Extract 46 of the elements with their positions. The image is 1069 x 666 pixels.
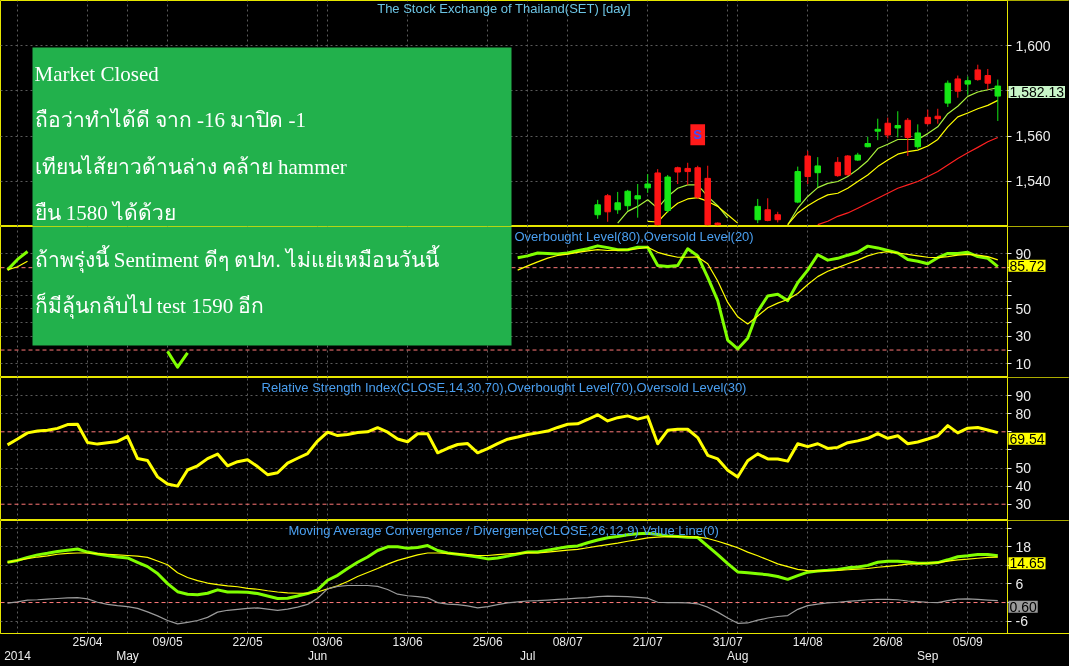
y-tick-label: 1,540: [1015, 173, 1051, 190]
y-tick-label: 90: [1015, 387, 1032, 404]
y-tick-label: 1,560: [1015, 128, 1051, 145]
y-tick-label: 30: [1015, 496, 1032, 513]
y-tick-label: 18: [1015, 538, 1032, 555]
chart-title: Overbought Level(80),Oversold Level(20): [514, 229, 754, 244]
text: S: [693, 127, 703, 143]
x-tick-label: 05/09: [952, 634, 984, 649]
y-tick-label: -6: [1015, 613, 1029, 630]
y-tick-label: 1,600: [1015, 37, 1051, 54]
x-tick-label: May: [116, 649, 139, 664]
x-tick-label: 25/04: [72, 634, 103, 649]
x-tick-label: 25/06: [472, 634, 503, 649]
y-tick-label: 30: [1015, 328, 1032, 345]
x-tick-label: 21/07: [632, 634, 664, 649]
annotation: ถือว่าทำได้ดี จาก -16 มาปิด -1: [34, 108, 306, 132]
x-tick-label: Jun: [307, 649, 328, 664]
x-tick-label: 09/05: [152, 634, 183, 649]
x-tick-label: 14/08: [792, 634, 824, 649]
chart-title: The Stock Exchange of Thailand(SET) [day]: [377, 1, 631, 16]
annotation: เทียนไส้ยาวด้านล่าง คล้าย hammer: [34, 154, 347, 179]
data-label: 0.60: [1009, 598, 1037, 615]
y-tick-label: 10: [1015, 355, 1032, 372]
y-tick-label: 40: [1015, 478, 1032, 495]
data-label: 14.65: [1009, 555, 1045, 572]
x-tick-label: Aug: [727, 649, 749, 664]
x-tick-label: 22/05: [232, 634, 263, 649]
x-tick-label: 13/06: [392, 634, 423, 649]
x-tick-label: 03/06: [312, 634, 343, 649]
x-tick-label: 2014: [4, 649, 32, 664]
y-tick-label: 50: [1015, 300, 1032, 317]
y-tick-label: 50: [1015, 460, 1032, 477]
x-tick-label: 08/07: [552, 634, 584, 649]
x-tick-label: 26/08: [872, 634, 904, 649]
annotation: Market Closed: [34, 61, 160, 86]
x-tick-label: Jul: [519, 649, 536, 664]
chart-title: Relative Strength Index(CLOSE,14,30,70),Overbought Level(70),Oversold Level(30): [261, 380, 747, 395]
annotation: ก็มีลุ้นกลับไป test 1590 อีก: [34, 292, 265, 319]
text: 1,582.13: [1009, 84, 1064, 101]
annotation: ถ้าพรุ่งนี้ Sentiment ดีๆ ตปท. ไม่แย่เหมือนวันนี้: [34, 244, 440, 273]
y-tick-label: 80: [1015, 405, 1032, 422]
x-tick-label: Sep: [917, 649, 939, 664]
data-label: 69.54: [1009, 430, 1045, 447]
annotation: ยืน 1580 ได้ด้วย: [34, 201, 176, 225]
x-tick-label: 31/07: [712, 634, 744, 649]
y-tick-label: 6: [1015, 575, 1024, 592]
